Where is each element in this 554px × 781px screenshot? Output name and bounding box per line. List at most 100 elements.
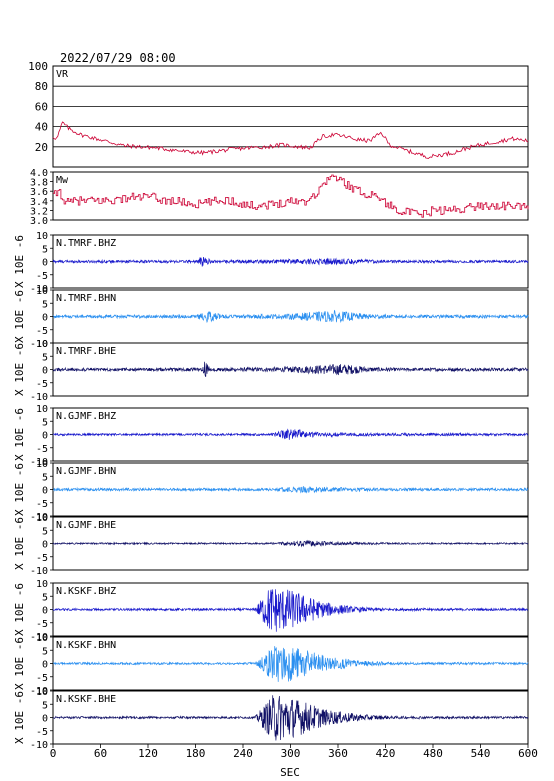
waveform-tick-label: 0 — [42, 431, 48, 442]
waveform-trace — [53, 485, 529, 494]
waveform-tick-label: 5 — [42, 417, 48, 428]
waveform-tick-label: -5 — [36, 326, 48, 337]
waveform-trace — [52, 695, 529, 741]
waveform-station-label: N.TMRF.BHN — [56, 293, 116, 304]
waveform-panel: -10 -5 0 5 10 N.TMRF.BHZ X 10E -6 — [13, 231, 529, 295]
waveform-tick-label: -10 — [30, 512, 48, 523]
waveform-panel: -10 -5 0 5 10 N.GJMF.BHE X 10E -6 — [13, 513, 529, 577]
waveform-trace — [52, 589, 528, 632]
waveform-station-label: N.KSKF.BHZ — [56, 586, 116, 597]
x-tick-label: 420 — [376, 747, 396, 760]
waveform-tick-label: 5 — [42, 592, 48, 603]
mw-label: Mw — [56, 175, 69, 186]
waveform-tick-label: -10 — [30, 566, 48, 577]
waveform-trace — [52, 646, 529, 682]
chart-title: 2022/07/29 08:00 — [60, 51, 176, 65]
waveform-station-label: N.GJMF.BHN — [56, 466, 116, 477]
waveform-tick-label: -5 — [36, 444, 48, 455]
vr-line — [52, 121, 529, 159]
waveform-ylabel: X 10E -6 — [13, 637, 26, 690]
waveform-trace — [52, 256, 529, 267]
vr-label: VR — [56, 69, 69, 80]
waveform-panel: -10 -5 0 5 10 N.KSKF.BHE X 10E -6 — [13, 687, 529, 751]
x-tick-label: 0 — [50, 747, 57, 760]
waveform-tick-label: -5 — [36, 379, 48, 390]
waveform-tick-label: -5 — [36, 553, 48, 564]
waveform-tick-label: 0 — [42, 313, 48, 324]
waveform-ylabel: X 10E -6 — [13, 691, 26, 744]
x-tick-label: 120 — [138, 747, 158, 760]
x-tick-label: 240 — [233, 747, 253, 760]
waveform-tick-label: -10 — [30, 284, 48, 295]
x-tick-label: 300 — [281, 747, 301, 760]
mw-tick-label: 3.4 — [30, 197, 48, 208]
waveform-tick-label: -5 — [36, 673, 48, 684]
x-tick-label: 180 — [186, 747, 206, 760]
waveform-tick-label: 10 — [36, 579, 48, 590]
waveform-tick-label: 5 — [42, 700, 48, 711]
waveform-tick-label: 5 — [42, 299, 48, 310]
vr-tick-label: 40 — [35, 121, 48, 134]
waveform-tick-label: -10 — [30, 339, 48, 350]
waveform-trace — [52, 309, 529, 324]
waveform-panel: -10 -5 0 5 10 N.GJMF.BHN X 10E -6 — [13, 459, 529, 523]
mw-frame — [52, 171, 529, 221]
waveform-panel: -10 -5 0 5 10 N.KSKF.BHN X 10E -6 — [13, 633, 529, 697]
x-tick-label: 540 — [471, 747, 491, 760]
waveform-station-label: N.KSKF.BHE — [56, 694, 116, 705]
waveform-tick-label: 5 — [42, 244, 48, 255]
mw-tick-label: 3.6 — [30, 187, 48, 198]
waveform-tick-label: -5 — [36, 727, 48, 738]
mw-tick-label: 3.0 — [30, 216, 48, 227]
waveform-tick-label: 5 — [42, 352, 48, 363]
waveform-tick-label: 10 — [36, 459, 48, 470]
waveform-tick-label: 5 — [42, 472, 48, 483]
waveform-ylabel: X 10E -6 — [13, 235, 26, 288]
waveform-ylabel: X 10E -6 — [13, 408, 26, 461]
mw-tick-label: 3.8 — [30, 178, 48, 189]
waveform-tick-label: 0 — [42, 660, 48, 671]
waveform-tick-label: -10 — [30, 392, 48, 403]
waveform-station-label: N.KSKF.BHN — [56, 640, 116, 651]
waveform-tick-label: 10 — [36, 231, 48, 242]
x-axis: 0 60 120 180 240 300 360 420 480 540 600 SEC — [50, 744, 538, 779]
waveform-station-label: N.TMRF.BHE — [56, 346, 116, 357]
x-tick-label: 360 — [328, 747, 348, 760]
waveform-tick-label: -5 — [36, 499, 48, 510]
waveform-tick-label: 0 — [42, 606, 48, 617]
waveform-tick-label: 0 — [42, 258, 48, 269]
vr-tick-label: 100 — [28, 60, 48, 73]
mw-tick-label: 4.0 — [30, 168, 48, 179]
waveform-trace — [52, 428, 529, 440]
waveform-trace — [52, 361, 529, 377]
vr-tick-label: 60 — [35, 100, 48, 113]
waveform-panel: -10 -5 0 5 10 N.KSKF.BHZ X 10E -6 — [13, 579, 529, 643]
waveform-tick-label: 0 — [42, 714, 48, 725]
waveform-tick-label: 10 — [36, 286, 48, 297]
vr-frame — [52, 65, 529, 168]
waveform-station-label: N.TMRF.BHZ — [56, 238, 116, 249]
waveform-station-label: N.GJMF.BHE — [56, 520, 116, 531]
waveform-tick-label: -10 — [30, 632, 48, 643]
vr-panel: 20 40 60 80 100 VR — [28, 60, 529, 168]
waveform-tick-label: 0 — [42, 486, 48, 497]
x-tick-label: 600 — [518, 747, 538, 760]
x-tick-label: 480 — [423, 747, 443, 760]
waveform-tick-label: 0 — [42, 540, 48, 551]
waveform-tick-label: 10 — [36, 513, 48, 524]
waveform-tick-label: 10 — [36, 339, 48, 350]
waveform-trace — [52, 539, 529, 548]
waveform-tick-label: 0 — [42, 366, 48, 377]
mw-line — [53, 174, 529, 218]
waveform-tick-label: -5 — [36, 271, 48, 282]
waveform-tick-label: 10 — [36, 633, 48, 644]
waveform-panel: -10 -5 0 5 10 N.TMRF.BHE X 10E -6 — [13, 339, 529, 403]
waveform-panel: -10 -5 0 5 10 N.TMRF.BHN X 10E -6 — [13, 286, 529, 350]
waveform-ylabel: X 10E -6 — [13, 290, 26, 343]
x-tick-label: 60 — [94, 747, 107, 760]
mw-panel: 3.03.23.43.63.84.0 Mw — [30, 168, 529, 227]
waveform-tick-label: 5 — [42, 646, 48, 657]
waveform-ylabel: X 10E -6 — [13, 583, 26, 636]
waveform-tick-label: -10 — [30, 457, 48, 468]
waveform-tick-label: -5 — [36, 619, 48, 630]
